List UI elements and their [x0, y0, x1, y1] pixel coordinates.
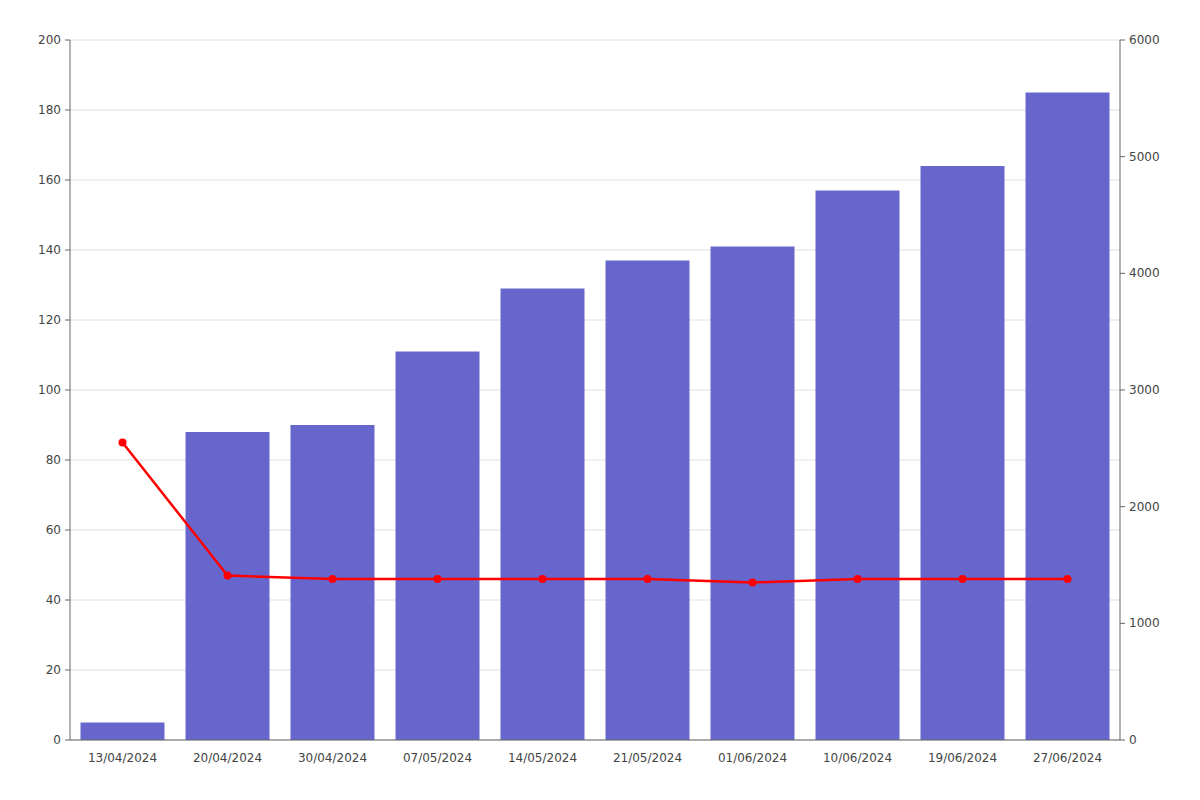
x-tick-label: 14/05/2024: [508, 751, 577, 765]
bar: [81, 723, 165, 741]
bar: [396, 352, 480, 741]
y-tick-label: 180: [38, 103, 61, 117]
y-tick-label: 200: [38, 33, 61, 47]
y2-tick-label: 2000: [1129, 500, 1160, 514]
y-tick: [65, 740, 70, 741]
bar: [921, 166, 1005, 740]
bar: [1026, 93, 1110, 741]
bar: [186, 432, 270, 740]
line-marker: [539, 575, 547, 583]
y2-tick-label: 4000: [1129, 266, 1160, 280]
y2-tick: [1120, 506, 1125, 507]
grid-line: [70, 740, 1120, 741]
line-marker: [1064, 575, 1072, 583]
y2-axis-line: [1120, 40, 1121, 740]
y2-tick: [1120, 273, 1125, 274]
y2-tick: [1120, 390, 1125, 391]
x-tick-label: 30/04/2024: [298, 751, 367, 765]
y-tick: [65, 460, 70, 461]
y-tick: [65, 320, 70, 321]
y2-tick-label: 1000: [1129, 616, 1160, 630]
x-tick-label: 01/06/2024: [718, 751, 787, 765]
x-tick-label: 20/04/2024: [193, 751, 262, 765]
y2-axis: 0 1000 2000 3000 4000 5000 6000: [1120, 33, 1160, 747]
chart-svg: 0204060801001201401601802000100020003000…: [0, 0, 1200, 800]
line-marker: [854, 575, 862, 583]
x-axis-line: [70, 740, 1120, 741]
y2-tick-label: 0: [1129, 733, 1137, 747]
x-tick-label: 19/06/2024: [928, 751, 997, 765]
line-marker: [224, 572, 232, 580]
line: [123, 443, 1068, 583]
line-marker: [644, 575, 652, 583]
bar: [291, 425, 375, 740]
line-marker: [749, 579, 757, 587]
y2-tick: [1120, 40, 1125, 41]
y-tick: [65, 600, 70, 601]
x-tick-label: 07/05/2024: [403, 751, 472, 765]
y2-tick-label: 6000: [1129, 33, 1160, 47]
y-tick: [65, 180, 70, 181]
y-tick-label: 120: [38, 313, 61, 327]
y-axis-line: [70, 40, 71, 740]
y-tick-label: 100: [38, 383, 61, 397]
y2-tick: [1120, 740, 1125, 741]
bar: [816, 191, 900, 741]
y-tick: [65, 110, 70, 111]
x-tick-label: 13/04/2024: [88, 751, 157, 765]
x-tick-label: 27/06/2024: [1033, 751, 1102, 765]
bar: [501, 289, 585, 741]
plot-area: [81, 93, 1110, 741]
y-tick: [65, 250, 70, 251]
line-marker: [119, 439, 127, 447]
y-tick-label: 140: [38, 243, 61, 257]
grid-line: [70, 110, 1120, 111]
y-tick-label: 0: [53, 733, 61, 747]
y2-tick-label: 5000: [1129, 150, 1160, 164]
y-tick: [65, 40, 70, 41]
y2-tick-label: 3000: [1129, 383, 1160, 397]
y-tick: [65, 670, 70, 671]
y-axis: 0 20 40 60 80 100 120 140 160 180 200: [38, 33, 70, 747]
chart-container: 0204060801001201401601802000100020003000…: [0, 0, 1200, 800]
y-tick-label: 80: [46, 453, 61, 467]
grid: [70, 40, 1120, 740]
y-tick-label: 40: [46, 593, 61, 607]
line-marker: [959, 575, 967, 583]
y-tick-label: 60: [46, 523, 61, 537]
y-tick-label: 160: [38, 173, 61, 187]
y-tick: [65, 530, 70, 531]
x-tick-label: 21/05/2024: [613, 751, 682, 765]
x-axis: 13/04/2024 20/04/2024 30/04/2024 07/05/2024…: [70, 740, 1120, 765]
line-marker: [434, 575, 442, 583]
y2-tick: [1120, 623, 1125, 624]
x-tick-label: 10/06/2024: [823, 751, 892, 765]
y-tick-label: 20: [46, 663, 61, 677]
bar: [606, 261, 690, 741]
bar: [711, 247, 795, 741]
line-marker: [329, 575, 337, 583]
y2-tick: [1120, 156, 1125, 157]
grid-line: [70, 40, 1120, 41]
y-tick: [65, 390, 70, 391]
